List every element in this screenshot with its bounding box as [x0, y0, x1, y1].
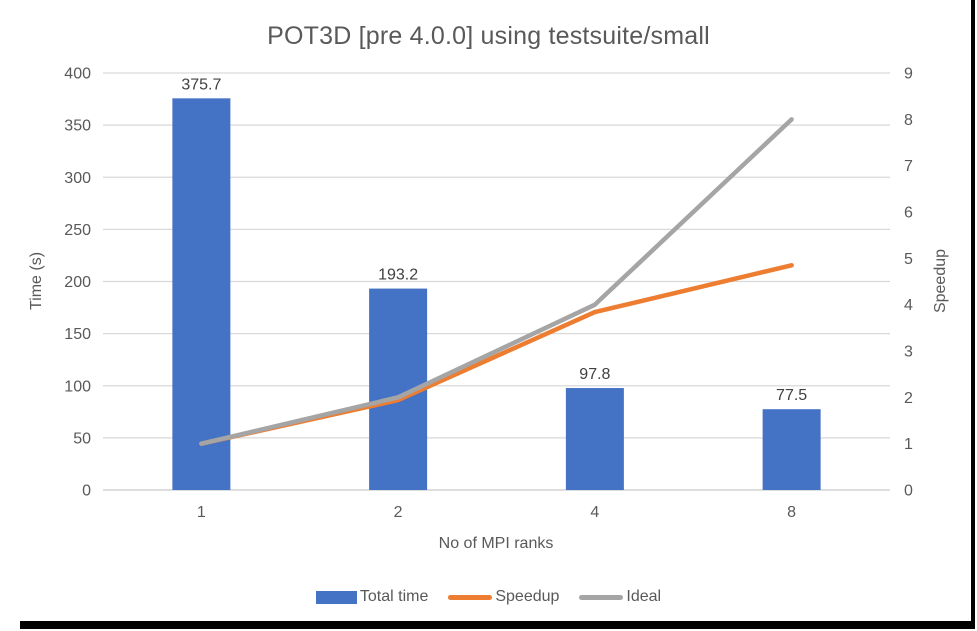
left-axis-tick-label: 400 — [64, 66, 91, 83]
right-axis-tick-label: 6 — [904, 205, 913, 222]
bar-data-label: 77.5 — [776, 387, 807, 404]
chart-title: POT3D [pre 4.0.0] using testsuite/small — [267, 22, 710, 50]
legend-swatch-total-time — [315, 590, 357, 604]
legend-item-ideal: Ideal — [579, 588, 661, 606]
right-axis-tick-label: 9 — [904, 66, 913, 83]
x-axis-tick-label: 2 — [394, 504, 403, 521]
left-axis-tick-label: 50 — [73, 430, 91, 447]
bar-total-time — [172, 98, 231, 490]
left-axis-tick-label: 0 — [82, 483, 91, 500]
left-axis-tick-label: 300 — [64, 170, 91, 187]
left-axis-tick-label: 100 — [64, 378, 91, 395]
frame-border-bottom — [20, 621, 975, 629]
line-speedup — [199, 263, 794, 446]
left-axis-title: Time (s) — [28, 251, 45, 311]
legend-item-total-time: Total time — [315, 588, 429, 606]
right-axis-tick-label: 2 — [904, 390, 913, 407]
legend-label-ideal: Ideal — [626, 588, 662, 605]
x-axis-title: No of MPI ranks — [438, 535, 554, 552]
right-axis-tick-label: 8 — [904, 112, 913, 129]
left-axis-tick-label: 350 — [64, 118, 91, 135]
x-axis-tick-label: 1 — [197, 504, 206, 521]
right-axis-tick-label: 0 — [904, 483, 913, 500]
legend: Total time Speedup Ideal — [0, 588, 977, 606]
bar-data-label: 97.8 — [579, 366, 610, 383]
right-axis-tick-label: 4 — [904, 297, 913, 314]
line-ideal — [199, 117, 794, 446]
right-axis-title: Speedup — [932, 248, 949, 314]
legend-swatch-ideal — [579, 594, 624, 600]
right-axis-tick-label: 3 — [904, 344, 913, 361]
bar-data-label: 375.7 — [181, 76, 221, 93]
legend-swatch-speedup — [448, 594, 493, 600]
right-axis-tick-label: 5 — [904, 251, 913, 268]
right-axis-tick-label: 7 — [904, 158, 913, 175]
x-axis-tick-label: 8 — [787, 504, 796, 521]
legend-label-total-time: Total time — [359, 588, 429, 605]
bar-total-time — [762, 409, 821, 490]
bar-data-label: 193.2 — [378, 267, 418, 284]
frame-border-right — [971, 0, 975, 629]
left-axis-tick-label: 250 — [64, 222, 91, 239]
left-axis-tick-label: 150 — [64, 326, 91, 343]
left-axis-tick-label: 200 — [64, 274, 91, 291]
bar-total-time — [565, 388, 624, 490]
legend-label-speedup: Speedup — [495, 588, 560, 605]
legend-item-speedup: Speedup — [448, 588, 559, 606]
right-axis-tick-label: 1 — [904, 436, 913, 453]
x-axis-tick-label: 4 — [590, 504, 599, 521]
